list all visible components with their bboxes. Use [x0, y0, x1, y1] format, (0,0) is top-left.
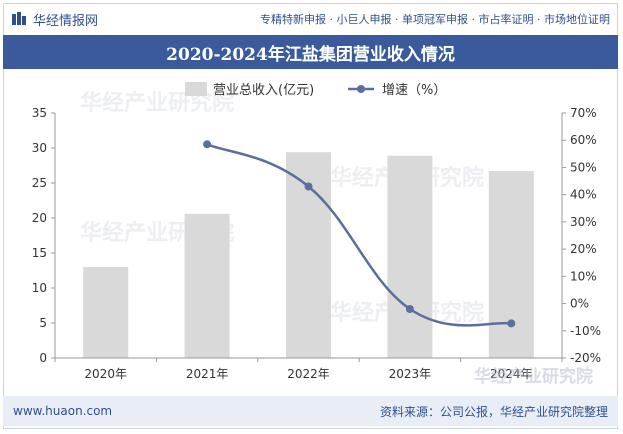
y-left-tick-label: 10 — [32, 281, 47, 295]
watermark-logo: 华经产业研究院 — [474, 367, 593, 387]
x-tick-label: 2021年 — [186, 367, 229, 381]
bar-3 — [387, 155, 433, 358]
brand-name: 华经情报网 — [33, 13, 99, 29]
footer-website[interactable]: www.huaon.com — [13, 404, 113, 418]
y-left-tick-label: 20 — [32, 211, 47, 225]
y-right-tick-label: 50% — [570, 160, 597, 174]
x-tick-label: 2022年 — [287, 367, 330, 381]
footer: www.huaon.com 资料来源：公司公报，华经产业研究院整理 — [3, 396, 618, 426]
y-left-tick-label: 30 — [32, 141, 47, 155]
bar-0 — [83, 267, 129, 358]
chart-title: 2020-2024年江盐集团营业收入情况 — [3, 35, 618, 69]
y-right-tick-label: 20% — [570, 242, 597, 256]
y-right-tick-label: 0% — [570, 297, 589, 311]
y-right-tick-label: 70% — [570, 106, 597, 120]
y-left-tick-label: 0 — [39, 351, 47, 365]
y-left-tick-label: 35 — [32, 106, 47, 120]
y-left-tick-label: 25 — [32, 176, 47, 190]
growth-point-2 — [405, 305, 414, 313]
growth-point-1 — [304, 182, 313, 191]
logo-icon — [12, 12, 26, 25]
growth-line — [206, 143, 512, 327]
bar-1 — [184, 213, 230, 358]
brand: 华经情报网 — [11, 10, 98, 29]
watermark-text: 华经产业研究院 — [80, 90, 234, 116]
footer-source: 资料来源：公司公报，华经产业研究院整理 — [379, 404, 608, 419]
y-right-tick-label: -10% — [570, 324, 601, 338]
y-left-tick-label: 15 — [32, 246, 47, 260]
bar-4 — [488, 171, 534, 358]
y-left-tick-label: 5 — [39, 316, 47, 330]
legend-bar-label: 营业总收入(亿元) — [213, 83, 314, 98]
tagline: 专精特新申报 · 小巨人申报 · 单项冠军申报 · 市占率证明 · 市场地位证明 — [260, 13, 610, 26]
x-tick-label: 2024年 — [490, 367, 533, 381]
x-tick-label: 2023年 — [389, 367, 432, 381]
growth-point-3 — [507, 319, 516, 328]
legend-line-label: 增速（%） — [382, 83, 446, 98]
top-bar: 华经情报网 专精特新申报 · 小巨人申报 · 单项冠军申报 · 市占率证明 · … — [3, 3, 618, 35]
growth-point-0 — [203, 140, 212, 149]
legend-bar-swatch — [185, 82, 207, 96]
y-right-tick-label: 10% — [570, 269, 597, 283]
x-tick-label: 2020年 — [84, 367, 127, 381]
y-right-tick-label: 60% — [570, 133, 597, 147]
y-right-tick-label: 40% — [570, 188, 597, 202]
y-right-tick-label: -20% — [570, 351, 601, 365]
legend-line-marker — [357, 85, 365, 93]
y-right-tick-label: 30% — [570, 215, 597, 229]
